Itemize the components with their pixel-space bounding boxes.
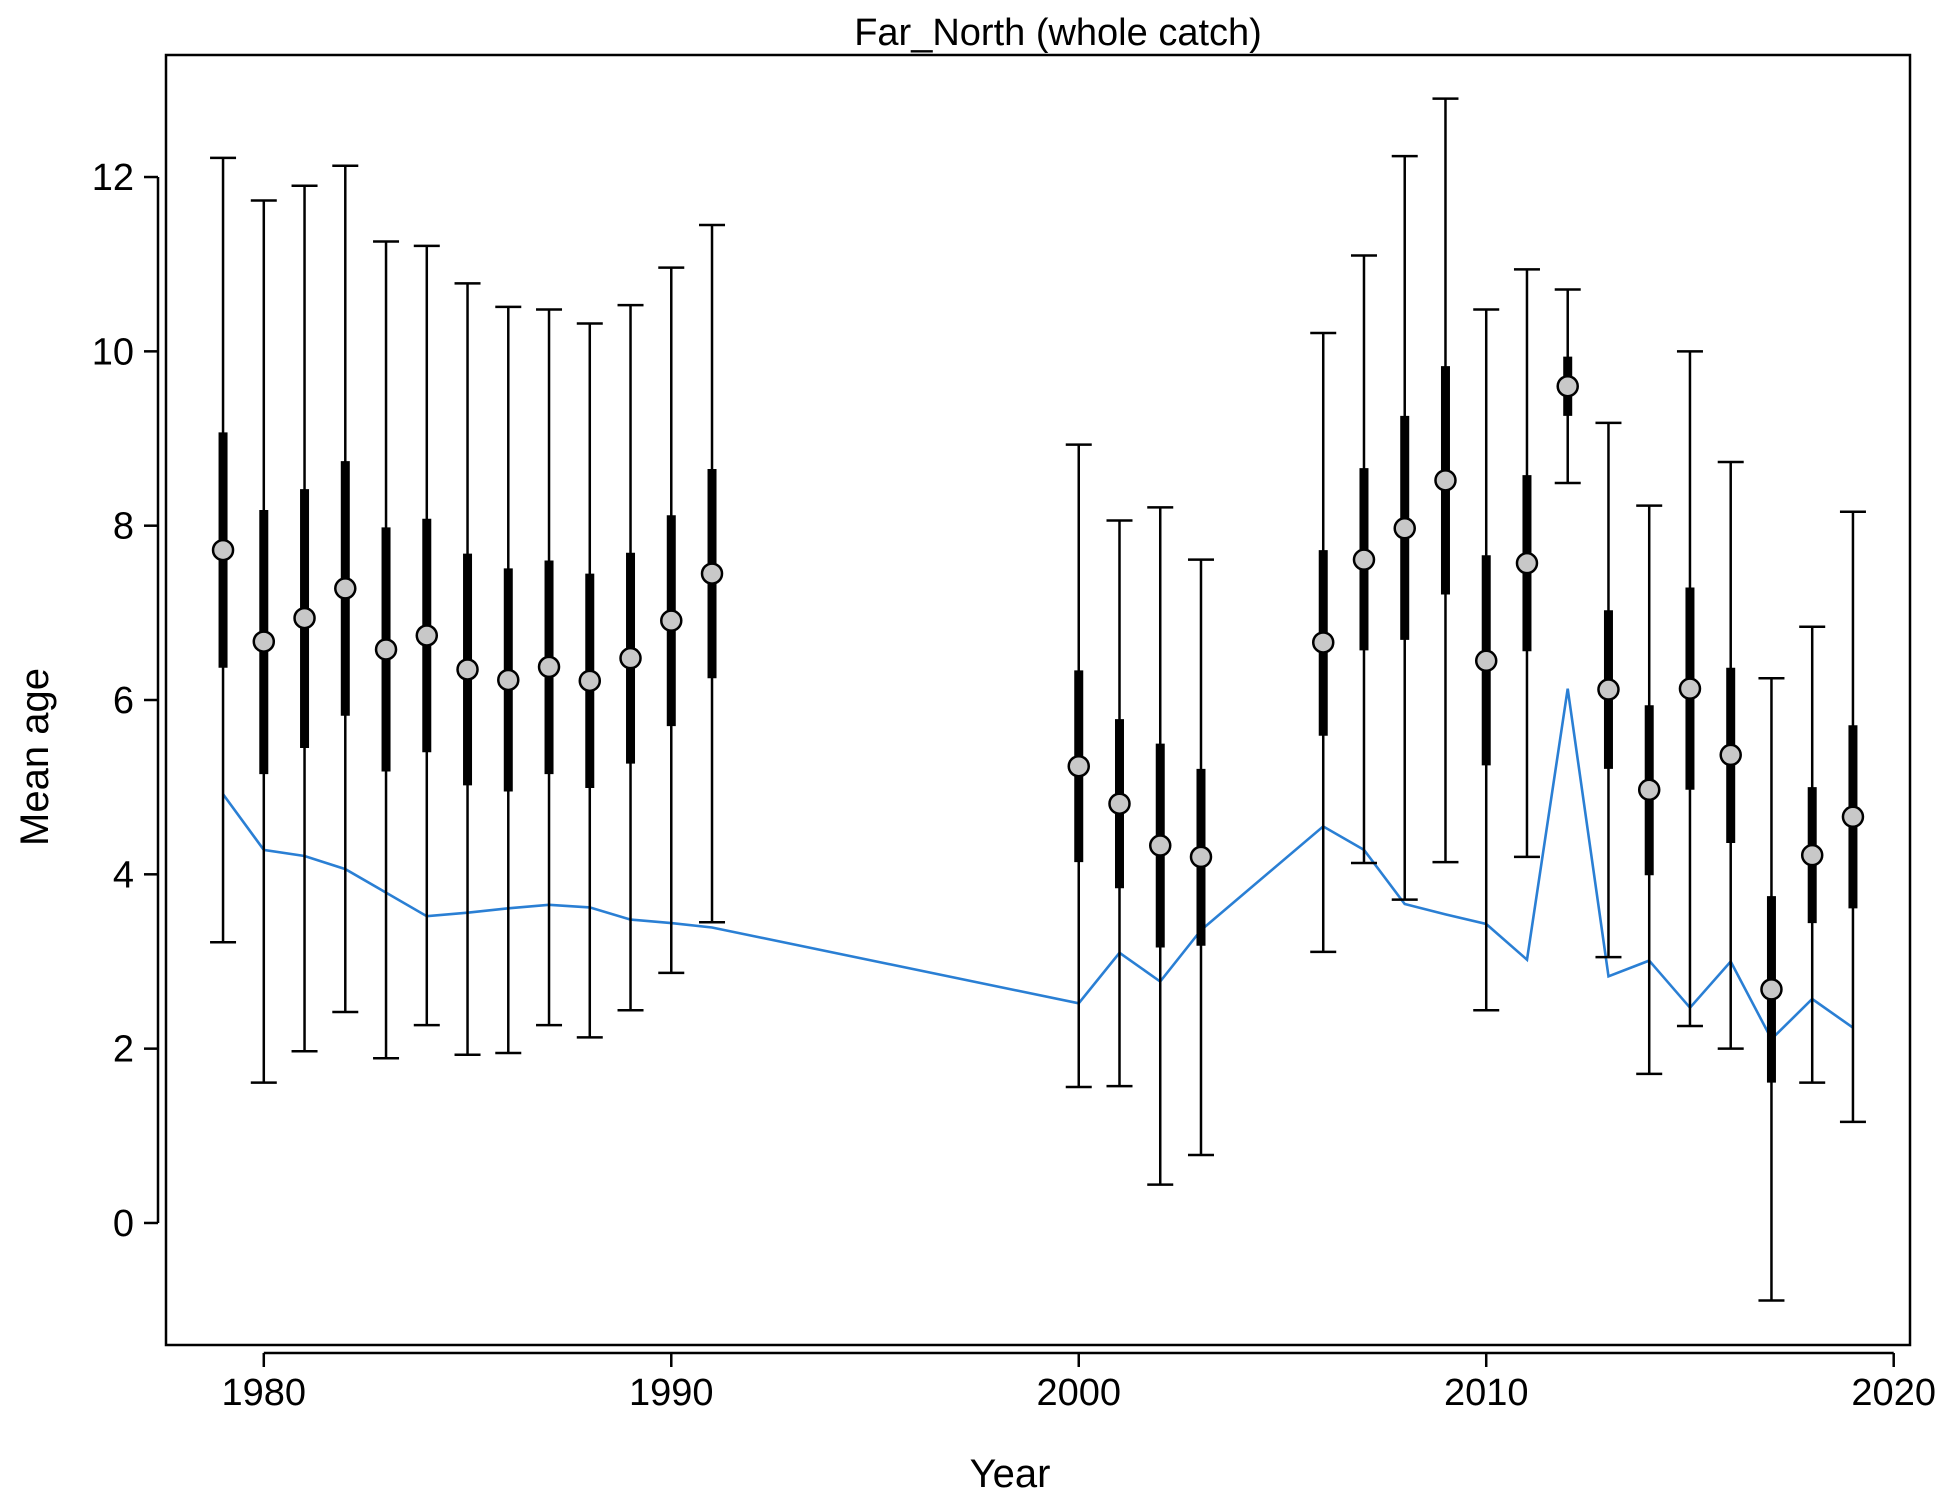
- errorbar-1990: [658, 266, 685, 975]
- y-tick-label: 0: [113, 1203, 134, 1245]
- errorbar-2003: [1187, 558, 1214, 1157]
- mean-point: [1434, 469, 1457, 492]
- mean-point: [374, 638, 398, 661]
- y-tick-label: 12: [92, 157, 134, 199]
- mean-point: [537, 655, 561, 679]
- mean-point: [619, 646, 642, 670]
- mean-point: [497, 668, 520, 692]
- errorbar-2016: [1717, 460, 1744, 1050]
- errorbar-1988: [576, 322, 603, 1039]
- y-tick-label: 10: [92, 331, 134, 373]
- mean-point: [1515, 551, 1539, 575]
- mean-point: [1556, 374, 1579, 398]
- plot-area-frame: [164, 53, 1912, 1347]
- mean-point: [700, 562, 724, 585]
- errorbar-2019: [1839, 510, 1866, 1124]
- errorbar-2007: [1350, 254, 1377, 865]
- mean-point: [1719, 743, 1742, 767]
- mean-point: [1474, 649, 1498, 673]
- mean-point: [1637, 778, 1661, 802]
- errorbar-1981: [291, 184, 318, 1053]
- mean-point: [1148, 834, 1172, 857]
- x-tick-label: 2020: [1851, 1372, 1936, 1414]
- x-tick-label: 2000: [1036, 1372, 1121, 1414]
- errorbar-2017: [1758, 676, 1785, 1302]
- mean-point: [456, 658, 479, 681]
- errorbar-1979: [210, 156, 237, 944]
- mean-point: [1597, 678, 1620, 701]
- errorbar-1991: [699, 223, 726, 924]
- errorbar-2012: [1554, 288, 1581, 485]
- mean-point: [293, 606, 316, 630]
- mean-point: [211, 538, 235, 562]
- errorbar-1980: [250, 199, 277, 1084]
- x-tick-label: 1990: [629, 1372, 714, 1414]
- mean-point: [1352, 548, 1376, 571]
- mean-point: [415, 624, 439, 647]
- mean-point: [1760, 978, 1783, 1001]
- errorbar-1987: [536, 308, 563, 1027]
- y-tick-label: 8: [113, 506, 134, 548]
- errorbar-2001: [1106, 519, 1133, 1088]
- axes: 1980 1990 2000 2010 2020 0 2 4 6 8 10 12: [92, 157, 1936, 1414]
- errorbar-1985: [454, 282, 481, 1056]
- mean-point: [252, 630, 276, 653]
- mean-point: [1067, 754, 1090, 778]
- x-tick-label: 1980: [222, 1372, 307, 1414]
- mean-point: [334, 577, 357, 600]
- mean-point: [578, 669, 602, 693]
- errorbar-2002: [1147, 506, 1174, 1186]
- errorbar-1986: [495, 305, 522, 1055]
- mean-point: [1841, 805, 1865, 829]
- mean-point: [1189, 845, 1213, 869]
- errorbar-2008: [1391, 154, 1418, 901]
- mean-point: [1393, 517, 1416, 540]
- y-tick-label: 2: [113, 1029, 134, 1071]
- mean-point: [660, 609, 683, 632]
- mean-point: [1311, 631, 1335, 654]
- errorbar-1983: [373, 240, 400, 1060]
- mean-point: [1108, 792, 1131, 815]
- errorbar-2010: [1473, 308, 1500, 1012]
- y-tick-label: 4: [113, 854, 134, 896]
- errorbar-1984: [413, 244, 440, 1027]
- errorbar-2009: [1432, 97, 1459, 864]
- x-axis-title: Year: [970, 1452, 1051, 1496]
- y-axis-title: Mean age: [13, 668, 57, 846]
- chart-title: Far_North (whole catch): [854, 12, 1262, 54]
- errorbar-2015: [1676, 350, 1703, 1028]
- x-tick-label: 2010: [1444, 1372, 1529, 1414]
- errorbar-1982: [332, 164, 359, 1014]
- errorbar-2013: [1595, 421, 1622, 959]
- errorbar-2018: [1799, 625, 1826, 1084]
- errorbar-2011: [1513, 268, 1540, 859]
- y-tick-label: 6: [113, 680, 134, 722]
- errorbar-1989: [617, 303, 644, 1012]
- errorbar-2006: [1310, 331, 1337, 954]
- errorbar-2014: [1636, 504, 1663, 1076]
- chart-marks: [210, 97, 1866, 1302]
- mean-point: [1678, 677, 1702, 700]
- mean-point: [1800, 843, 1824, 867]
- errorbar-2000: [1065, 443, 1092, 1089]
